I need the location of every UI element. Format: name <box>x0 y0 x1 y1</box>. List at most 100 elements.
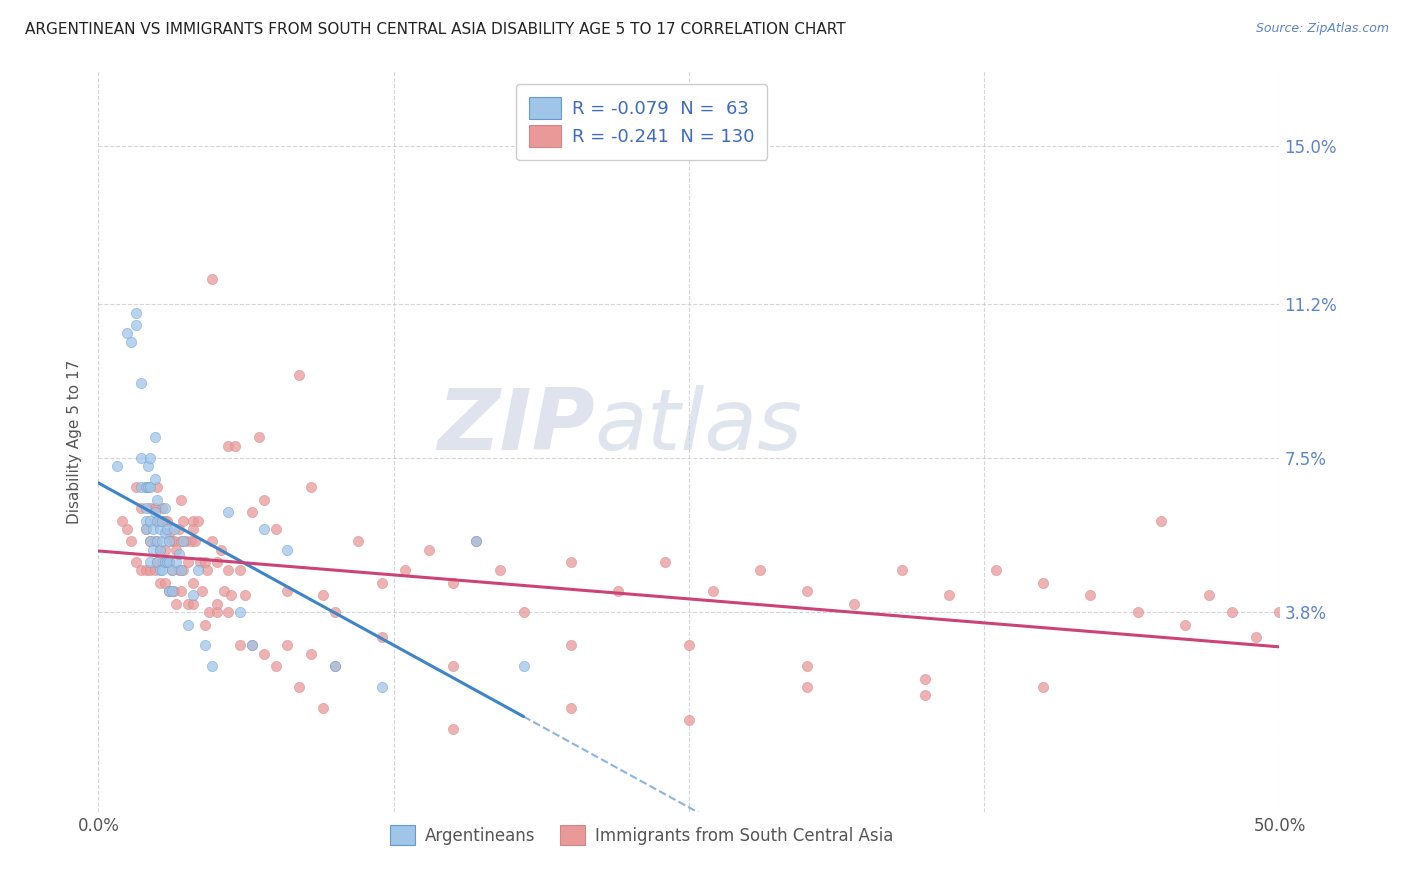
Point <box>188 555 211 569</box>
Point <box>149 564 172 578</box>
Point <box>157 555 180 569</box>
Point <box>143 472 166 486</box>
Point <box>1150 514 1173 528</box>
Point <box>702 584 724 599</box>
Point <box>170 492 193 507</box>
Point <box>748 564 770 578</box>
Point <box>288 680 311 694</box>
Point <box>240 638 263 652</box>
Point <box>217 605 239 619</box>
Point <box>205 555 228 569</box>
Point <box>323 659 346 673</box>
Point <box>146 514 169 528</box>
Point <box>1244 630 1267 644</box>
Point <box>1220 605 1243 619</box>
Point <box>253 492 276 507</box>
Point <box>143 534 166 549</box>
Point <box>212 584 235 599</box>
Point <box>146 534 169 549</box>
Point <box>194 555 217 569</box>
Point <box>205 597 228 611</box>
Point <box>160 564 183 578</box>
Point <box>170 534 193 549</box>
Point <box>233 589 256 603</box>
Point <box>1126 605 1149 619</box>
Point <box>224 439 246 453</box>
Point <box>181 514 204 528</box>
Point <box>229 605 252 619</box>
Point <box>560 555 582 569</box>
Point <box>142 522 165 536</box>
Point <box>299 647 322 661</box>
Point <box>441 659 464 673</box>
Point <box>371 680 394 694</box>
Point <box>489 564 512 578</box>
Point <box>129 564 152 578</box>
Point <box>149 522 172 536</box>
Point <box>312 700 335 714</box>
Point <box>191 584 214 599</box>
Point <box>441 722 464 736</box>
Point <box>150 514 173 528</box>
Point <box>146 480 169 494</box>
Point <box>1080 589 1102 603</box>
Point <box>174 534 197 549</box>
Point <box>125 480 148 494</box>
Point <box>217 505 239 519</box>
Point <box>247 430 270 444</box>
Point <box>276 638 298 652</box>
Point <box>394 564 416 578</box>
Point <box>678 638 700 652</box>
Point <box>264 522 287 536</box>
Point <box>135 514 157 528</box>
Point <box>135 564 157 578</box>
Point <box>288 368 311 382</box>
Point <box>135 522 157 536</box>
Text: atlas: atlas <box>595 385 803 468</box>
Point <box>165 555 187 569</box>
Point <box>153 526 176 541</box>
Point <box>139 534 162 549</box>
Point <box>180 534 202 549</box>
Point <box>465 534 488 549</box>
Point <box>156 514 179 528</box>
Point <box>172 534 194 549</box>
Point <box>125 318 148 332</box>
Point <box>201 534 224 549</box>
Point <box>105 459 128 474</box>
Point <box>181 597 204 611</box>
Point <box>184 534 207 549</box>
Point <box>139 451 162 466</box>
Point <box>177 597 200 611</box>
Point <box>149 542 172 557</box>
Point <box>654 555 676 569</box>
Point <box>299 480 322 494</box>
Legend: Argentineans, Immigrants from South Central Asia: Argentineans, Immigrants from South Cent… <box>380 815 904 855</box>
Point <box>172 514 194 528</box>
Point <box>153 576 176 591</box>
Point <box>323 605 346 619</box>
Point <box>129 480 152 494</box>
Point <box>156 555 179 569</box>
Point <box>194 638 217 652</box>
Point <box>136 459 159 474</box>
Point <box>253 647 276 661</box>
Point <box>187 514 209 528</box>
Point <box>135 522 157 536</box>
Point <box>276 584 298 599</box>
Point <box>139 555 162 569</box>
Point <box>678 713 700 727</box>
Point <box>167 564 190 578</box>
Point <box>163 534 186 549</box>
Point <box>157 555 180 569</box>
Point <box>143 505 166 519</box>
Point <box>205 605 228 619</box>
Point <box>219 589 242 603</box>
Point <box>167 547 190 561</box>
Point <box>143 564 166 578</box>
Point <box>512 605 534 619</box>
Point <box>560 700 582 714</box>
Point <box>217 439 239 453</box>
Point <box>914 688 936 702</box>
Point <box>796 659 818 673</box>
